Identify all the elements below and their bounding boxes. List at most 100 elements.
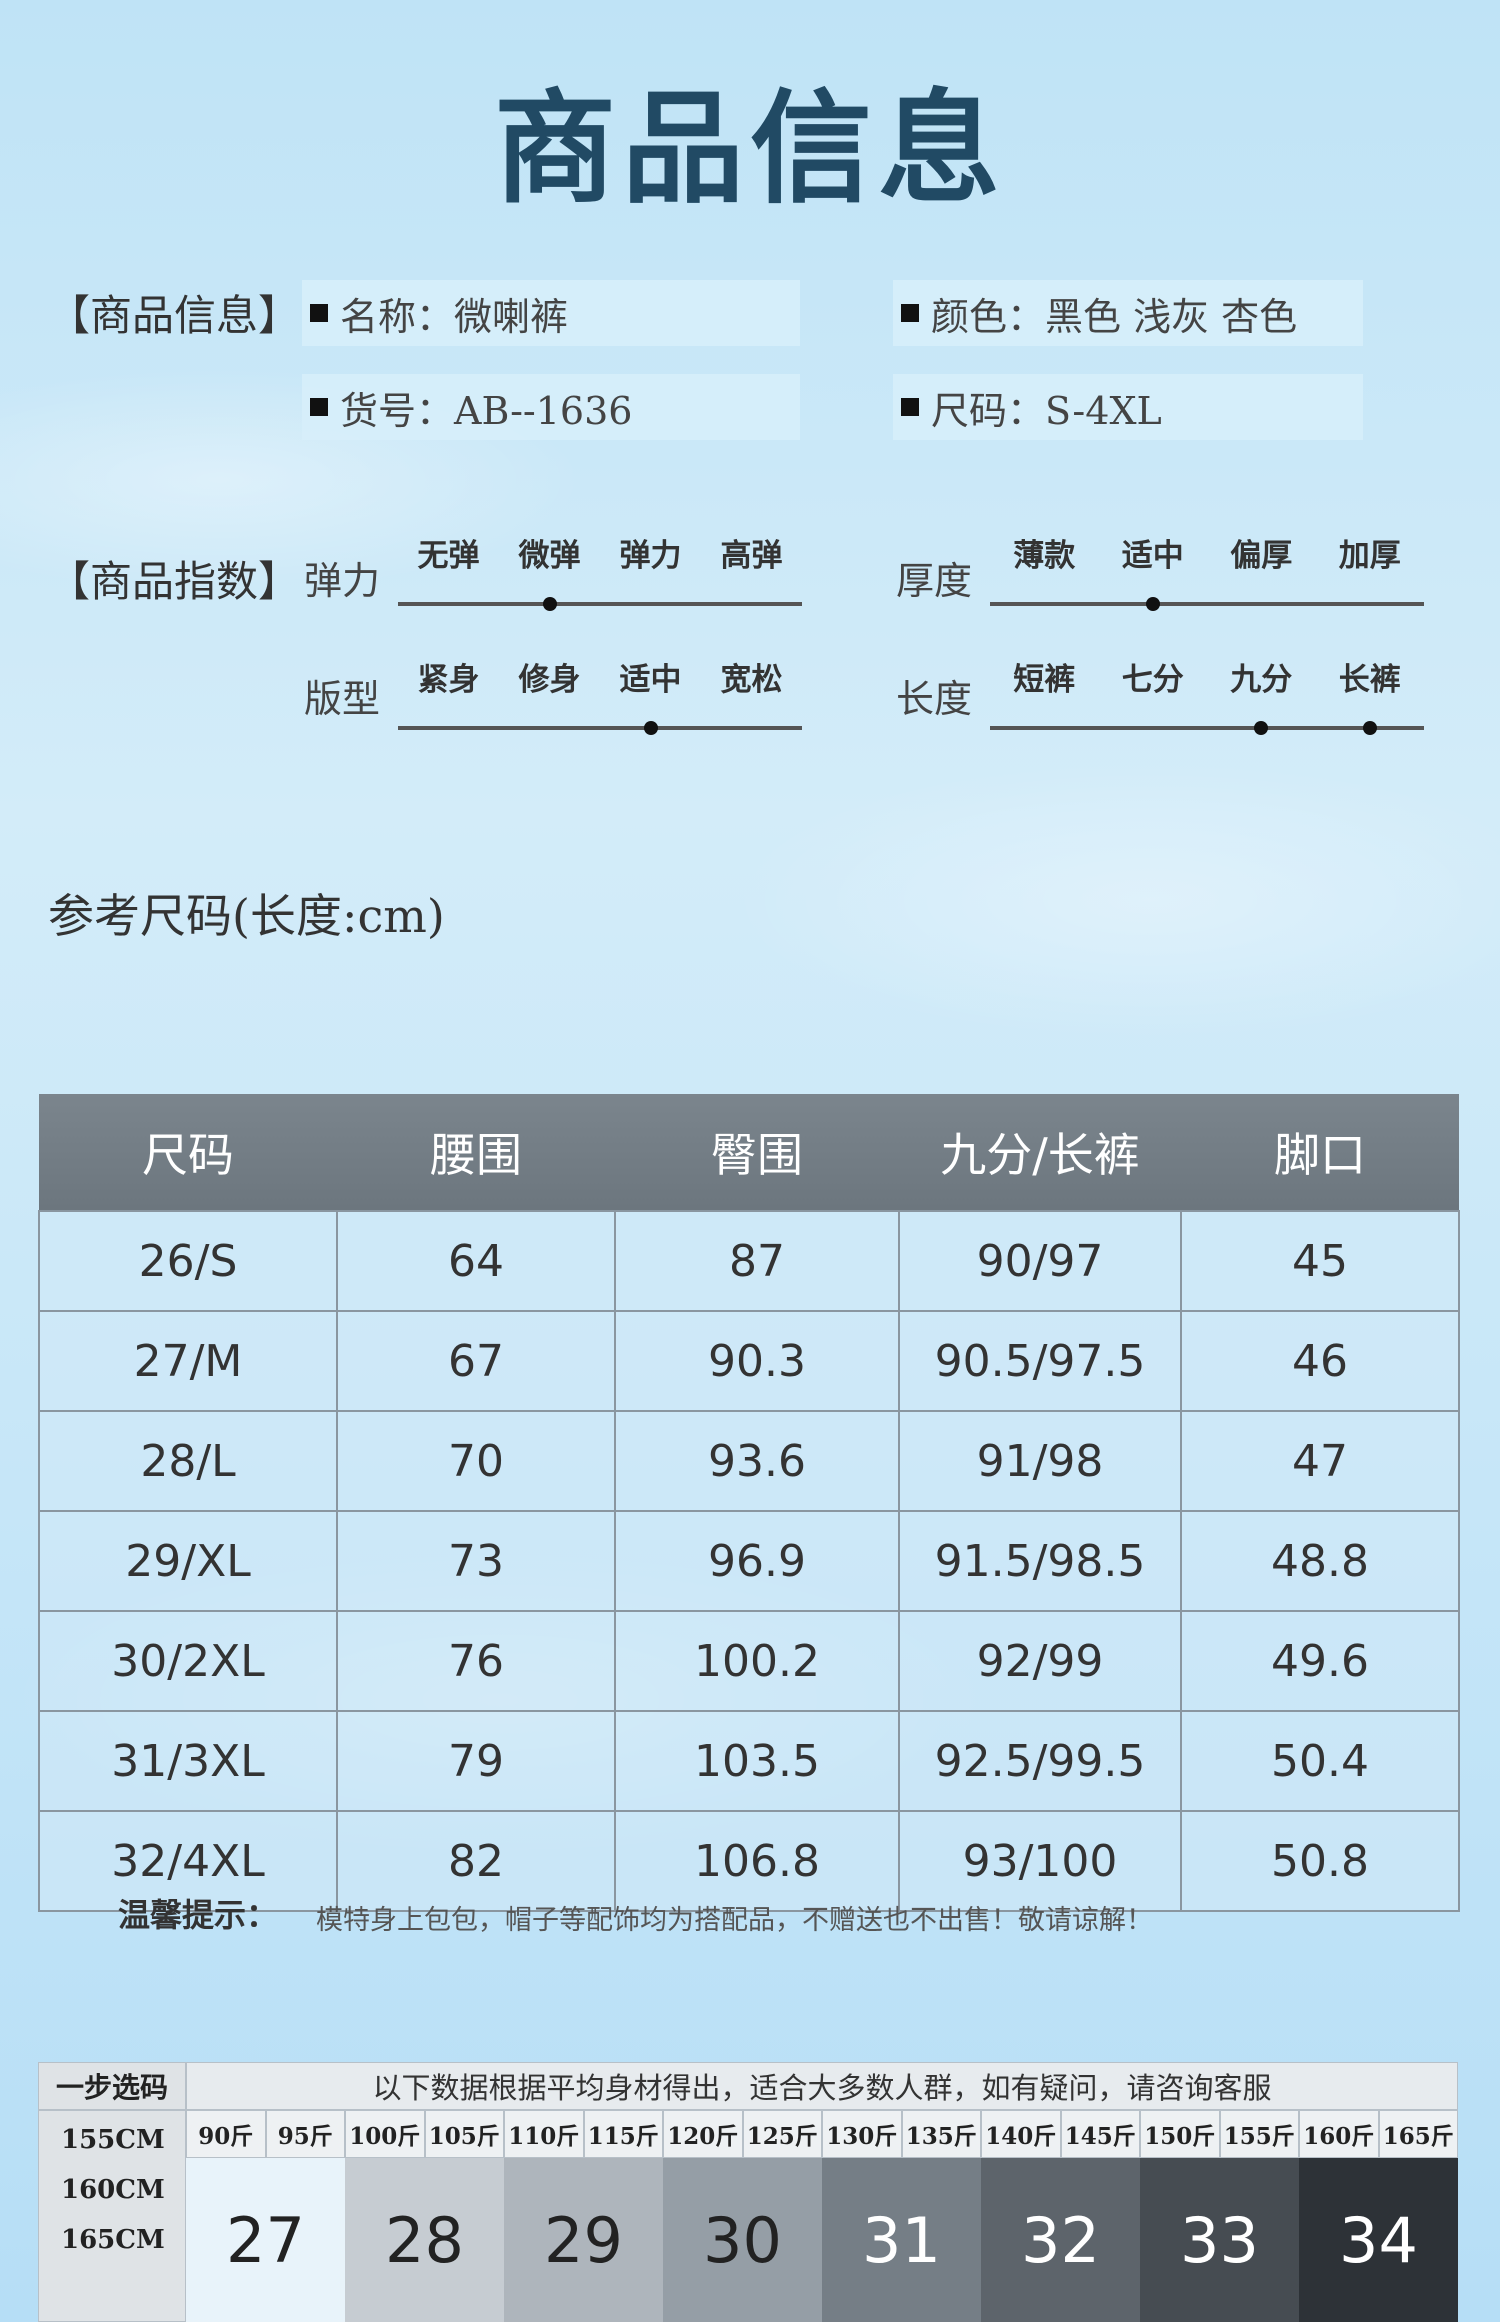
cell: 46 (1180, 1310, 1460, 1412)
cell: 64 (336, 1210, 616, 1312)
bullet-icon (310, 304, 328, 322)
reference-size-title: 参考尺码(长度:cm) (48, 889, 445, 943)
cell: 91/98 (898, 1410, 1182, 1512)
cell: 100.2 (614, 1610, 900, 1712)
cell: 45 (1180, 1210, 1460, 1312)
scale-option: 宽松 (720, 662, 783, 698)
cell: 96.9 (614, 1510, 900, 1612)
scale-name-thickness: 厚度 (896, 559, 973, 603)
selector-note: 以下数据根据平均身材得出，适合大多数人群，如有疑问，请咨询客服 (186, 2062, 1458, 2110)
scale-marker (643, 721, 658, 735)
scale-fit: 紧身 修身 适中 宽松 (398, 650, 802, 735)
scale-option: 七分 (1121, 662, 1184, 698)
product-index-label: 【商品指数】 (48, 557, 301, 606)
scale-option: 九分 (1230, 662, 1293, 698)
info-name-text: 名称：微喇裤 (340, 294, 569, 339)
size-blocks: 27 28 29 30 31 32 33 34 (186, 2158, 1458, 2322)
product-info-label: 【商品信息】 (48, 291, 301, 340)
weight-cell: 115斤 (583, 2110, 663, 2158)
scale-name-elasticity: 弹力 (304, 559, 381, 603)
scale-line (398, 726, 802, 730)
height-column: 155CM 160CM 165CM (38, 2110, 186, 2322)
header-hip: 臀围 (615, 1094, 899, 1211)
size-block: 31 (822, 2158, 981, 2322)
header-length: 九分/长裤 (899, 1094, 1181, 1211)
table-row: 29/XL 73 96.9 91.5/98.5 48.8 (38, 1510, 1460, 1612)
cell: 91.5/98.5 (898, 1510, 1182, 1612)
weight-cell: 165斤 (1378, 2110, 1458, 2158)
scale-marker (1254, 721, 1269, 735)
cell: 29/XL (38, 1510, 338, 1612)
scale-line (990, 726, 1424, 730)
scale-name-fit: 版型 (304, 677, 381, 721)
scale-option: 薄款 (1013, 538, 1076, 574)
scale-length: 短裤 七分 九分 长裤 (990, 650, 1424, 735)
scale-elasticity: 无弹 微弹 弹力 高弹 (398, 526, 802, 611)
height-label: 155CM (61, 2125, 165, 2155)
weight-cell: 125斤 (742, 2110, 822, 2158)
weight-cell: 135斤 (901, 2110, 981, 2158)
size-table-header: 尺码 腰围 臀围 九分/长裤 脚口 (39, 1094, 1459, 1211)
scale-marker (1362, 721, 1377, 735)
scale-option: 加厚 (1338, 538, 1401, 574)
size-selector: 一步选码 以下数据根据平均身材得出，适合大多数人群，如有疑问，请咨询客服 90斤… (38, 2062, 1458, 2322)
height-label: 160CM (61, 2175, 165, 2205)
weight-cell: 100斤 (345, 2110, 425, 2158)
info-size-text: 尺码：S-4XL (931, 388, 1162, 433)
scale-option: 紧身 (417, 662, 480, 698)
size-block: 33 (1140, 2158, 1299, 2322)
height-label: 165CM (61, 2225, 165, 2255)
cell: 76 (336, 1610, 616, 1712)
cell: 90.5/97.5 (898, 1310, 1182, 1412)
cell: 48.8 (1180, 1510, 1460, 1612)
cell: 93/100 (898, 1810, 1182, 1912)
cell: 30/2XL (38, 1610, 338, 1712)
cell: 49.6 (1180, 1610, 1460, 1712)
scale-marker (542, 597, 557, 611)
scale-option: 微弹 (518, 538, 581, 574)
weight-cell: 110斤 (504, 2110, 584, 2158)
scale-option: 高弹 (720, 538, 783, 574)
header-size: 尺码 (39, 1094, 337, 1211)
scale-option: 长裤 (1338, 662, 1401, 698)
weight-cell: 120斤 (663, 2110, 743, 2158)
bullet-icon (901, 398, 919, 416)
bullet-icon (901, 304, 919, 322)
size-table: 尺码 腰围 臀围 九分/长裤 脚口 26/S 64 87 90/97 45 27… (38, 1094, 1460, 1912)
table-row: 27/M 67 90.3 90.5/97.5 46 (38, 1310, 1460, 1412)
weight-row: 90斤 95斤 100斤 105斤 110斤 115斤 120斤 125斤 130斤 135斤 14… (186, 2110, 1458, 2158)
cell: 90/97 (898, 1210, 1182, 1312)
header-hem: 脚口 (1181, 1094, 1459, 1211)
scale-option: 修身 (518, 662, 581, 698)
weight-cell: 90斤 (186, 2110, 266, 2158)
weight-cell: 145斤 (1060, 2110, 1140, 2158)
weight-cell: 105斤 (424, 2110, 504, 2158)
page-title: 商品信息 (494, 76, 1006, 220)
info-color: 颜色：黑色 浅灰 杏色 (893, 280, 1363, 346)
cell: 103.5 (614, 1710, 900, 1812)
selector-head: 一步选码 (38, 2062, 186, 2110)
scale-option: 适中 (1121, 538, 1184, 574)
cell: 90.3 (614, 1310, 900, 1412)
cell: 106.8 (614, 1810, 900, 1912)
cell: 47 (1180, 1410, 1460, 1512)
cell: 92.5/99.5 (898, 1710, 1182, 1812)
scale-line (398, 602, 802, 606)
weight-cell: 95斤 (265, 2110, 345, 2158)
cell: 87 (614, 1210, 900, 1312)
info-name: 名称：微喇裤 (302, 280, 800, 346)
table-row: 31/3XL 79 103.5 92.5/99.5 50.4 (38, 1710, 1460, 1812)
size-block: 28 (345, 2158, 504, 2322)
cell: 50.8 (1180, 1810, 1460, 1912)
table-row: 32/4XL 82 106.8 93/100 50.8 (38, 1810, 1460, 1912)
cell: 70 (336, 1410, 616, 1512)
table-row: 30/2XL 76 100.2 92/99 49.6 (38, 1610, 1460, 1712)
cell: 92/99 (898, 1610, 1182, 1712)
header-waist: 腰围 (337, 1094, 615, 1211)
cell: 73 (336, 1510, 616, 1612)
cell: 67 (336, 1310, 616, 1412)
size-block: 27 (186, 2158, 345, 2322)
weight-cell: 130斤 (822, 2110, 902, 2158)
scale-option: 偏厚 (1230, 538, 1293, 574)
weight-cell: 150斤 (1140, 2110, 1220, 2158)
